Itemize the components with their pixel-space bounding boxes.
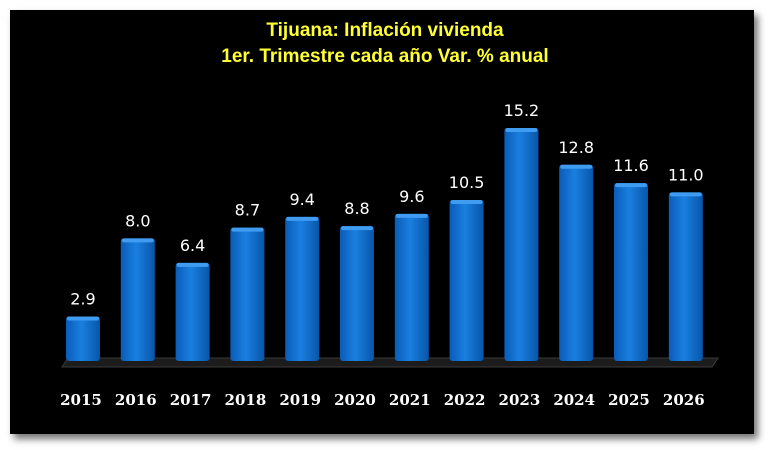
chart-title-block: Tijuana: Inflación vivienda 1er. Trimest… [0, 18, 770, 70]
value-label-2015: 2.9 [70, 290, 95, 309]
value-label-2026: 11.0 [668, 165, 704, 184]
bar-2020 [340, 226, 374, 361]
value-label-2018: 8.7 [235, 201, 260, 220]
bar-top-2018 [231, 227, 264, 232]
bar-2016 [120, 238, 155, 361]
bar-2015 [66, 316, 100, 361]
x-tick-label-2021: 2021 [389, 391, 431, 409]
value-label-2023: 15.2 [504, 101, 540, 120]
x-tick-label-2022: 2022 [444, 391, 486, 409]
bar-2025 [614, 183, 648, 361]
bars-group [66, 128, 703, 361]
value-label-2016: 8.0 [125, 211, 150, 230]
x-tick-label-2016: 2016 [115, 391, 157, 409]
value-labels-group: 2.9 8.0 6.4 8.7 9.4 8.8 9.6 10.5 15.2 12.8 11.6 11.… [70, 101, 703, 309]
bar-2023 [504, 128, 539, 361]
bar-2018 [230, 227, 265, 361]
value-label-2022: 10.5 [449, 173, 485, 192]
chart-floor [61, 357, 719, 368]
bar-top-2016 [121, 238, 154, 243]
value-label-2019: 9.4 [289, 190, 314, 209]
bar-2026 [668, 192, 703, 361]
value-label-2024: 12.8 [558, 138, 594, 157]
value-label-2021: 9.6 [399, 187, 424, 206]
chart-title: Tijuana: Inflación vivienda [266, 20, 504, 41]
bar-top-2026 [669, 192, 702, 197]
chart-subtitle: 1er. Trimestre cada año Var. % anual [221, 46, 549, 67]
value-label-2020: 8.8 [344, 199, 369, 218]
x-tick-label-2015: 2015 [60, 391, 102, 409]
bar-2024 [559, 164, 594, 361]
bar-2019 [285, 216, 320, 361]
bar-top-2022 [450, 200, 483, 205]
x-tick-label-2023: 2023 [499, 391, 541, 409]
bar-top-2024 [560, 164, 593, 169]
bar-2021 [394, 213, 429, 361]
x-axis-labels-group: 2015 2016 2017 2018 2019 2020 2021 2022 2023 2024… [60, 391, 705, 409]
x-tick-label-2024: 2024 [553, 391, 595, 409]
x-tick-label-2019: 2019 [279, 391, 321, 409]
bar-2017 [175, 262, 210, 361]
value-label-2025: 11.6 [613, 156, 649, 175]
x-tick-label-2020: 2020 [334, 391, 376, 409]
x-tick-label-2025: 2025 [608, 391, 650, 409]
bar-top-2023 [505, 128, 538, 132]
bar-top-2017 [176, 262, 209, 267]
bar-top-2025 [615, 183, 647, 188]
x-tick-label-2026: 2026 [663, 391, 705, 409]
value-label-2017: 6.4 [180, 236, 205, 255]
bar-2022 [449, 200, 484, 361]
x-tick-label-2017: 2017 [170, 391, 212, 409]
x-tick-label-2018: 2018 [225, 391, 267, 409]
bar-top-2021 [395, 213, 428, 218]
bar-top-2020 [341, 226, 373, 231]
bar-top-2015 [67, 316, 99, 321]
bar-top-2019 [286, 216, 319, 221]
